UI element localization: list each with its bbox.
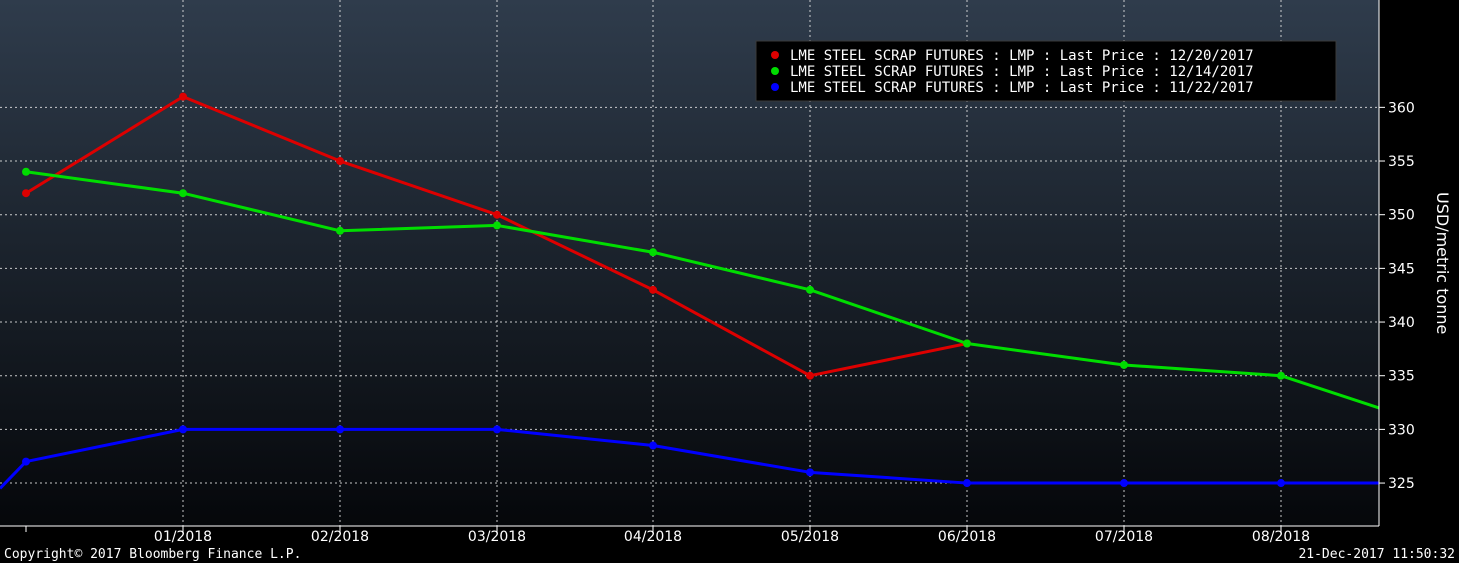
series-2-point-3 <box>493 425 501 434</box>
x-tick-label-2: 02/2018 <box>311 529 369 545</box>
series-2-point-8 <box>1277 479 1285 488</box>
series-layer <box>0 92 1380 490</box>
y-tick-label-340: 340 <box>1388 315 1415 331</box>
series-0-point-1 <box>179 92 187 101</box>
y-tick-label-345: 345 <box>1388 261 1415 277</box>
legend-marker-green <box>771 67 779 75</box>
series-1-point-4 <box>649 248 657 257</box>
series-1-point-0 <box>22 167 30 176</box>
legend-marker-red <box>771 51 779 59</box>
series-1-point-3 <box>493 221 501 230</box>
legend-box <box>755 40 1337 102</box>
series-0-point-3 <box>493 210 501 219</box>
legend-marker-blue <box>771 83 779 91</box>
legend-label-11-22-2017: LME STEEL SCRAP FUTURES : LMP : Last Pri… <box>790 80 1254 96</box>
series-1-point-8 <box>1277 371 1285 380</box>
x-tick-label-4: 04/2018 <box>624 529 682 545</box>
y-tick-label-360: 360 <box>1388 100 1415 116</box>
series-2-point-4 <box>649 441 657 450</box>
y-tick-label-350: 350 <box>1388 208 1415 224</box>
series-2-point-0 <box>22 457 30 466</box>
axes: 325 330 335 340 345 350 355 360 01/2018 02/2018 03… <box>0 0 1415 545</box>
legend-label-12-14-2017: LME STEEL SCRAP FUTURES : LMP : Last Pri… <box>790 64 1254 80</box>
y-tick-label-325: 325 <box>1388 476 1415 492</box>
y-axis-title: USD/metric tonne <box>1433 192 1452 334</box>
series-1-point-2 <box>336 226 344 235</box>
series-0-point-2 <box>336 157 344 166</box>
y-tick-label-330: 330 <box>1388 422 1415 438</box>
x-tick-label-1: 01/2018 <box>154 529 212 545</box>
legend-label-12-20-2017: LME STEEL SCRAP FUTURES : LMP : Last Pri… <box>790 48 1254 64</box>
series-2-point-5 <box>806 468 814 477</box>
series-2-point-6 <box>963 479 971 488</box>
series-2-point-7 <box>1120 479 1128 488</box>
series-1-point-1 <box>179 189 187 198</box>
x-tick-label-6: 06/2018 <box>938 529 996 545</box>
series-line-1 <box>25 170 1380 410</box>
x-tick-label-7: 07/2018 <box>1095 529 1153 545</box>
copyright-text: Copyright© 2017 Bloomberg Finance L.P. <box>4 547 301 562</box>
x-tick-label-3: 03/2018 <box>468 529 526 545</box>
series-1-point-5 <box>806 285 814 294</box>
series-0-point-5 <box>806 371 814 380</box>
x-tick-label-8: 08/2018 <box>1252 529 1310 545</box>
x-tick-label-5: 05/2018 <box>781 529 839 545</box>
legend: LME STEEL SCRAP FUTURES : LMP : Last Pri… <box>755 40 1337 102</box>
series-0-point-4 <box>649 285 657 294</box>
y-tick-label-355: 355 <box>1388 154 1415 170</box>
timestamp-text: 21-Dec-2017 11:50:32 <box>1298 547 1455 562</box>
series-0-point-0 <box>22 189 30 198</box>
series-1-point-7 <box>1120 360 1128 369</box>
y-tick-label-335: 335 <box>1388 369 1415 385</box>
series-2-point-2 <box>336 425 344 434</box>
series-2-point-1 <box>179 425 187 434</box>
series-1-point-6 <box>963 339 971 348</box>
